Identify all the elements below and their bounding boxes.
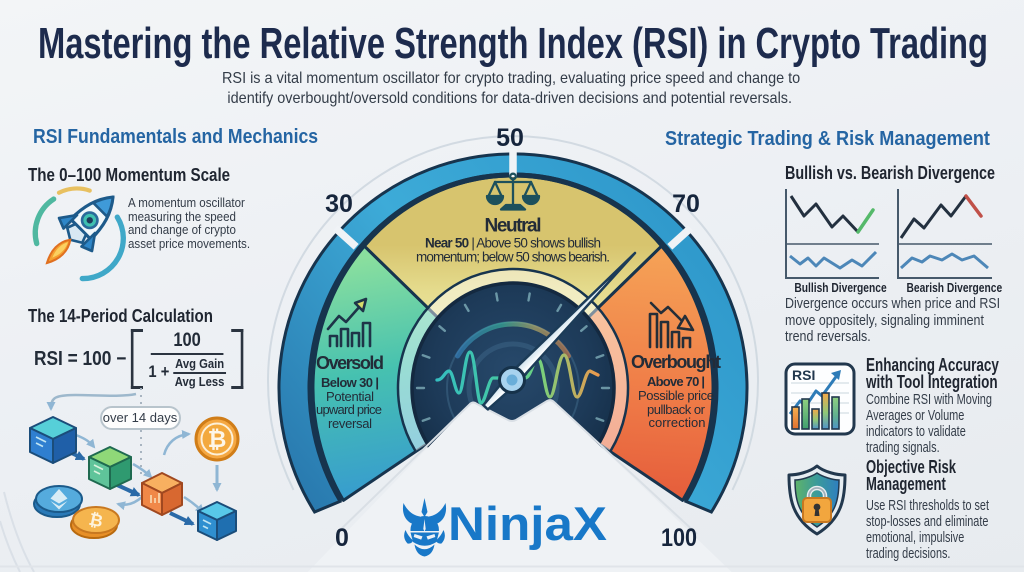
svg-text:momentum; below 50 shows beari: momentum; below 50 shows bearish. <box>416 250 610 265</box>
svg-text:Near 50 | Above 50 shows bulli: Near 50 | Above 50 shows bullish <box>425 236 601 251</box>
svg-text:correction: correction <box>649 415 706 430</box>
svg-text:100: 100 <box>661 524 697 552</box>
svg-text:Possible price: Possible price <box>638 388 714 403</box>
svg-text:over 14 days: over 14 days <box>103 410 178 425</box>
svg-text:30: 30 <box>325 190 353 218</box>
svg-text:upward price: upward price <box>316 402 382 417</box>
svg-text:reversal: reversal <box>328 416 372 431</box>
svg-text:pullback or: pullback or <box>647 402 706 417</box>
svg-text:Overbought: Overbought <box>631 352 721 372</box>
svg-text:Above 70 |: Above 70 | <box>647 374 705 389</box>
svg-text:NinjaX: NinjaX <box>448 497 607 550</box>
svg-text:Potential: Potential <box>326 389 374 404</box>
svg-text:Oversold: Oversold <box>316 353 384 373</box>
svg-text:Below 30 |: Below 30 | <box>321 375 379 390</box>
svg-text:Neutral: Neutral <box>485 216 542 237</box>
svg-text:0: 0 <box>335 524 349 552</box>
svg-text:₿: ₿ <box>208 426 227 452</box>
svg-text:₿: ₿ <box>87 510 105 531</box>
svg-text:70: 70 <box>672 190 700 218</box>
svg-text:50: 50 <box>496 124 524 152</box>
svg-text:RSI: RSI <box>792 367 815 383</box>
